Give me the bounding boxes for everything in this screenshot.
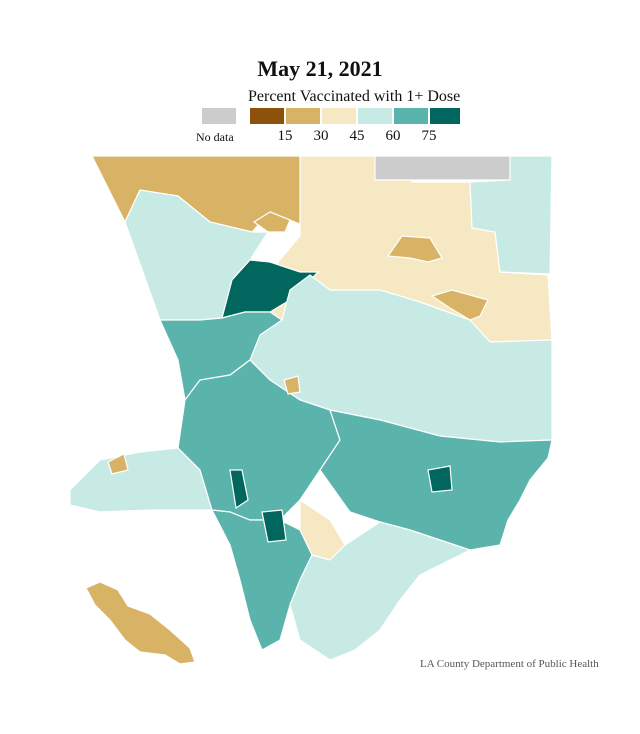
- legend-title: Percent Vaccinated with 1+ Dose: [248, 88, 461, 105]
- high-rate-south: [261, 509, 287, 543]
- legend-swatch-2: [322, 108, 356, 124]
- legend-no-data-label: No data: [196, 130, 234, 144]
- legend-swatch-5: [430, 108, 460, 124]
- map-title: May 21, 2021: [257, 56, 383, 81]
- golden-speck-2: [283, 375, 301, 395]
- golden-speck-1: [107, 453, 129, 475]
- catalina-island: [85, 581, 196, 665]
- long-beach: [289, 521, 472, 661]
- legend-tick-0: 15: [277, 128, 293, 144]
- north-east-desert: [469, 155, 553, 275]
- high-rate-west: [229, 469, 249, 510]
- legend-no-data-swatch: [202, 108, 236, 124]
- legend-swatch-0: [250, 108, 284, 124]
- legend-swatch-1: [286, 108, 320, 124]
- no-data-north: [374, 155, 511, 181]
- palmdale-area: [430, 289, 489, 321]
- legend-swatch-3: [358, 108, 392, 124]
- legend-tick-1: 30: [313, 128, 329, 144]
- mid-band-central: [252, 211, 291, 233]
- lancaster-area: [386, 235, 443, 263]
- high-rate-east: [427, 465, 453, 493]
- legend-tick-3: 60: [385, 128, 401, 144]
- legend-tick-4: 75: [421, 128, 437, 144]
- legend-tick-2: 45: [349, 128, 365, 144]
- map-credit: LA County Department of Public Health: [420, 658, 599, 670]
- legend-swatch-4: [394, 108, 428, 124]
